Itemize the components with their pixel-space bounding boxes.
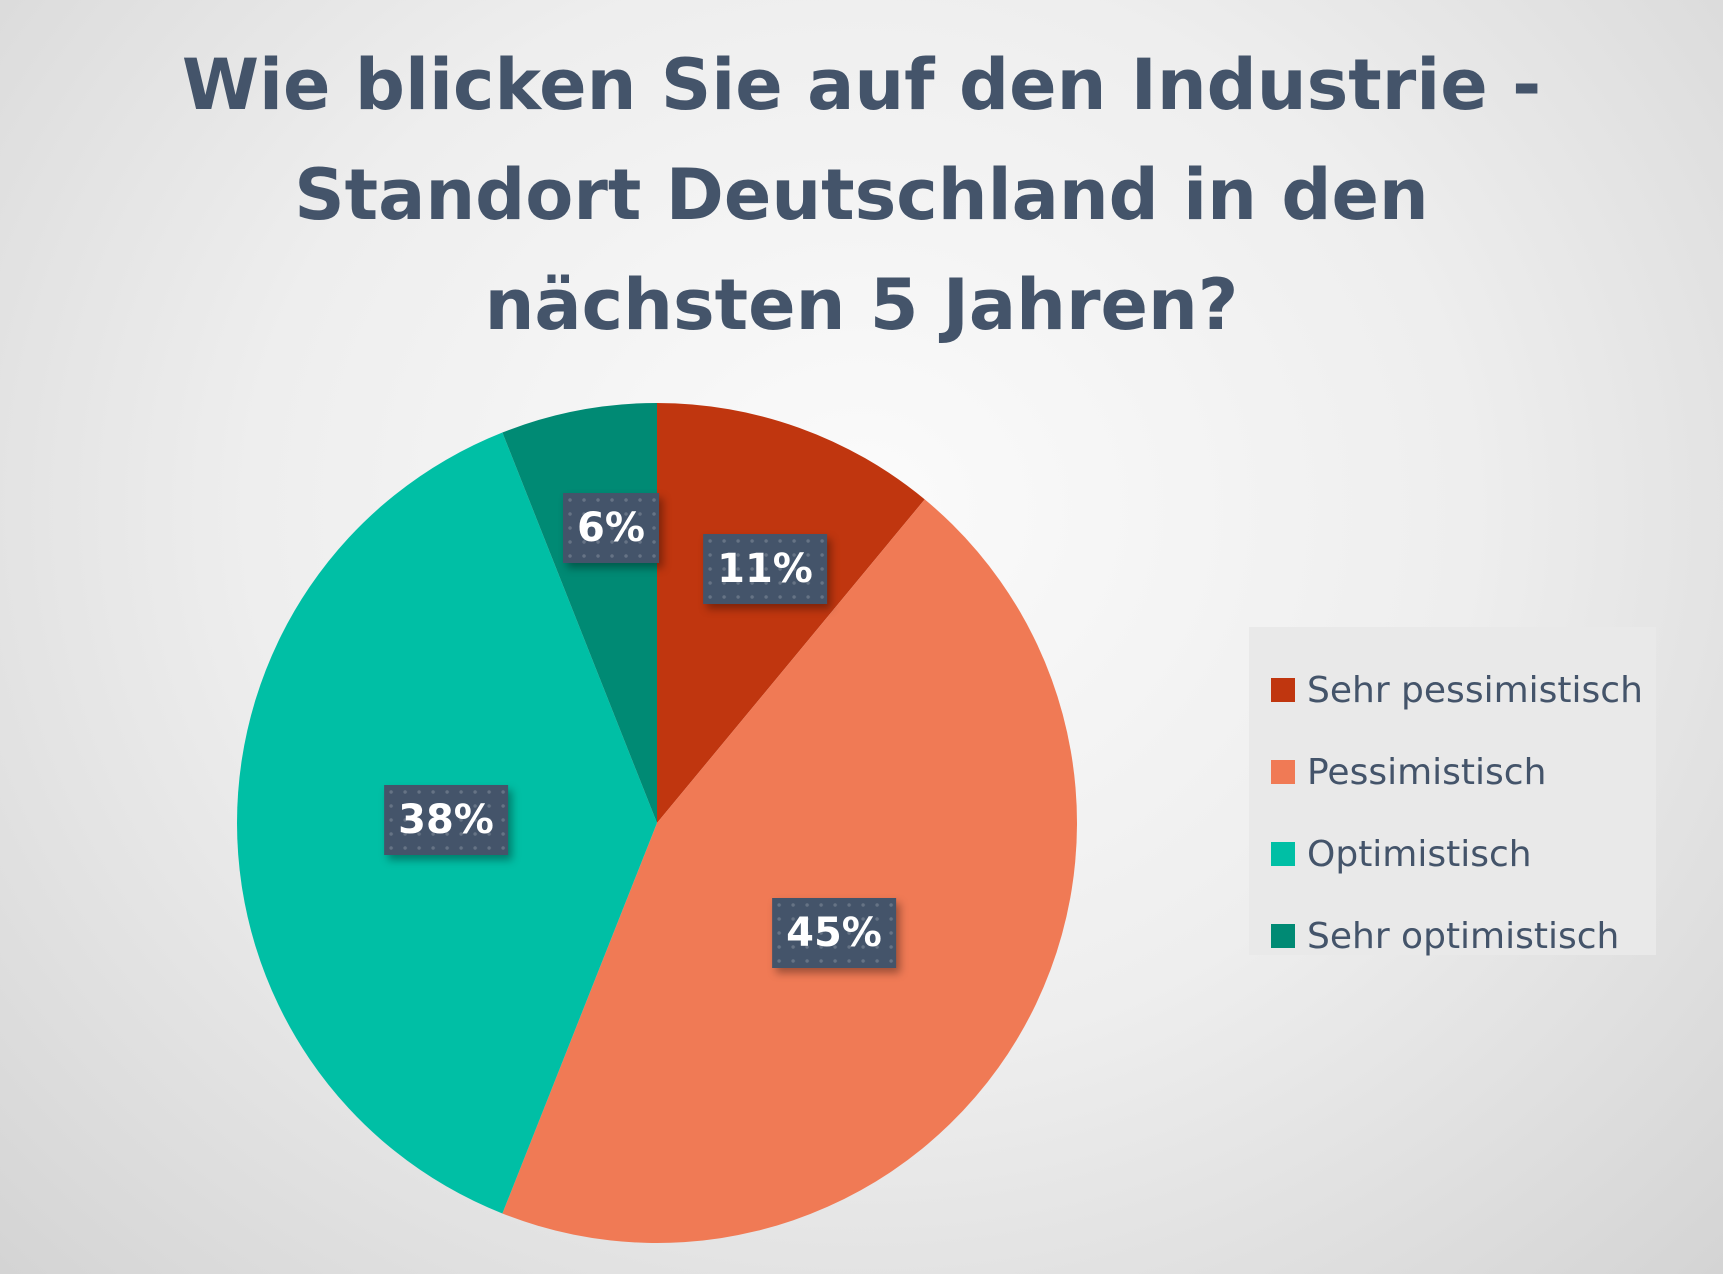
legend-item: Optimistisch <box>1271 813 1656 895</box>
legend-swatch <box>1271 924 1295 948</box>
legend-item: Sehr pessimistisch <box>1271 649 1656 731</box>
title-line: Wie blicken Sie auf den Industrie - <box>181 44 1542 126</box>
legend-swatch <box>1271 760 1295 784</box>
data-label: 45% <box>772 898 896 968</box>
title-line: nächsten 5 Jahren? <box>484 264 1239 346</box>
legend-label: Optimistisch <box>1307 833 1532 875</box>
legend-item: Pessimistisch <box>1271 731 1656 813</box>
legend-swatch <box>1271 678 1295 702</box>
title-line: Standort Deutschland in den <box>294 154 1429 236</box>
legend-label: Sehr pessimistisch <box>1307 669 1643 711</box>
legend-swatch <box>1271 842 1295 866</box>
chart-title: Wie blicken Sie auf den Industrie - Stan… <box>0 30 1723 360</box>
legend-label: Sehr optimistisch <box>1307 915 1620 957</box>
data-label: 11% <box>703 534 827 604</box>
legend-item: Sehr optimistisch <box>1271 895 1656 977</box>
data-label: 38% <box>384 785 508 855</box>
data-label: 6% <box>563 493 659 563</box>
pie-slice <box>502 499 1077 1244</box>
legend-label: Pessimistisch <box>1307 751 1547 793</box>
legend: Sehr pessimistisch Pessimistisch Optimis… <box>1249 627 1656 957</box>
pie-slice <box>657 403 925 823</box>
